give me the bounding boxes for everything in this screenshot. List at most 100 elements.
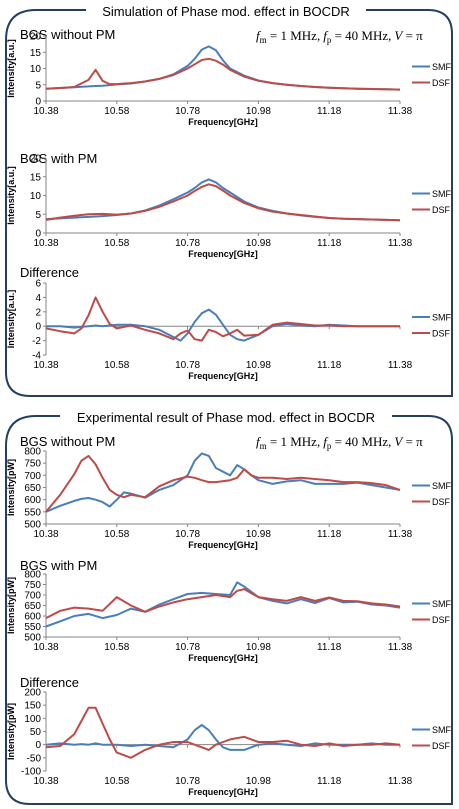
x-tick-label: 11.18 [317, 360, 342, 371]
x-tick-label: 10.58 [104, 642, 129, 653]
legend-label-dsf: DSF [432, 205, 451, 215]
y-tick-label: 200 [24, 688, 41, 699]
x-tick-label: 10.38 [33, 360, 58, 371]
x-tick-label: 10.98 [246, 238, 271, 249]
y-tick-label: 700 [24, 591, 41, 602]
y-tick-label: -100 [21, 767, 41, 778]
simulation-panel-frame [5, 9, 453, 397]
simulation-panel-title: Simulation of Phase mod. effect in BOCDR [102, 4, 350, 19]
y-tick-label: 0 [35, 229, 41, 240]
y-tick-label: -50 [27, 753, 42, 764]
x-tick-label: 11.38 [388, 776, 413, 787]
y-tick-label: 5 [35, 80, 41, 91]
x-tick-label: 11.18 [317, 776, 342, 787]
series-line-dsf [45, 183, 401, 222]
y-tick-label: 6 [35, 279, 41, 290]
x-tick-label: 11.18 [317, 642, 342, 653]
legend-label-smf: SMF [432, 725, 452, 735]
legend-label-smf: SMF [432, 481, 452, 491]
y-tick-label: 20 [30, 154, 42, 165]
x-tick-label: 10.78 [175, 106, 200, 117]
x-axis-label: Frequency[GHz] [188, 249, 258, 259]
x-tick-label: 11.38 [388, 106, 413, 117]
y-tick-label: 5 [35, 210, 41, 221]
legend-label-dsf: DSF [432, 615, 451, 625]
y-tick-label: 700 [24, 471, 41, 482]
series-line-smf [45, 581, 401, 628]
y-tick-label: 600 [24, 612, 41, 623]
y-axis-label: Intensity[a.u.] [6, 290, 16, 349]
y-tick-label: 800 [24, 447, 41, 458]
y-axis-label: Intensity[pW] [6, 459, 16, 516]
y-tick-label: 600 [24, 495, 41, 506]
legend-label-dsf: DSF [432, 497, 451, 507]
y-tick-label: 100 [24, 714, 41, 725]
legend-label-smf: SMF [432, 599, 452, 609]
x-tick-label: 10.38 [33, 776, 58, 787]
x-tick-label: 10.38 [33, 238, 58, 249]
x-tick-label: 10.58 [104, 529, 129, 540]
y-tick-label: 10 [30, 191, 42, 202]
chart-0: BGS without PM 0 5 10 15 20 10.38 10.58 10.78 10.… [6, 27, 452, 127]
y-tick-label: 550 [24, 622, 41, 633]
y-tick-label: 4 [35, 293, 41, 304]
x-tick-label: 10.98 [246, 106, 271, 117]
x-tick-label: 10.98 [246, 642, 271, 653]
experimental-panel-frame [5, 415, 453, 805]
x-tick-label: 10.78 [175, 642, 200, 653]
x-axis-label: Frequency[GHz] [188, 371, 258, 381]
x-tick-label: 11.18 [317, 529, 342, 540]
y-tick-label: 550 [24, 507, 41, 518]
y-axis-label: Intensity[a.u.] [6, 166, 16, 225]
chart-title: BGS without PM [20, 434, 115, 449]
x-tick-label: 11.38 [388, 360, 413, 371]
y-tick-label: -2 [32, 336, 41, 347]
y-tick-label: 750 [24, 580, 41, 591]
y-tick-label: 0 [35, 740, 41, 751]
experimental-panel-title: Experimental result of Phase mod. effect… [77, 410, 375, 425]
chart-title: BGS with PM [20, 151, 97, 166]
simulation-title-mask [86, 4, 366, 18]
x-tick-label: 10.78 [175, 360, 200, 371]
y-tick-label: 500 [24, 520, 41, 531]
legend-label-smf: SMF [432, 62, 452, 72]
x-tick-label: 10.58 [104, 106, 129, 117]
legend-label-dsf: DSF [432, 78, 451, 88]
x-tick-label: 11.38 [388, 238, 413, 249]
series-line-dsf [45, 296, 400, 342]
chart-title: BGS without PM [20, 27, 115, 42]
x-tick-label: 11.18 [317, 106, 342, 117]
y-tick-label: 15 [30, 172, 42, 183]
y-tick-label: 20 [30, 32, 42, 43]
x-tick-label: 10.78 [175, 238, 200, 249]
y-axis-label: Intensity[a.u.] [6, 39, 16, 98]
y-axis-label: Intensity[pW] [6, 703, 16, 760]
chart-title: Difference [20, 265, 79, 280]
x-axis-label: Frequency[GHz] [188, 787, 258, 797]
y-tick-label: 0 [35, 97, 41, 108]
y-tick-label: 10 [30, 64, 42, 75]
y-tick-label: -4 [32, 351, 41, 362]
x-tick-label: 10.58 [104, 776, 129, 787]
legend-label-smf: SMF [432, 313, 452, 323]
y-tick-label: 800 [24, 570, 41, 581]
y-tick-label: 650 [24, 601, 41, 612]
y-tick-label: 15 [30, 48, 42, 59]
x-tick-label: 11.38 [388, 642, 413, 653]
series-line-dsf [45, 454, 401, 513]
series-line-smf [45, 45, 401, 91]
y-tick-label: 650 [24, 483, 41, 494]
chart-2: Difference -4 -2 0 2 4 6 10.38 10.58 10.78 10.98 11… [6, 265, 452, 381]
x-tick-label: 10.58 [104, 360, 129, 371]
y-tick-label: 750 [24, 459, 41, 470]
x-tick-label: 10.38 [33, 529, 58, 540]
series-line-dsf [45, 588, 401, 619]
x-tick-label: 11.38 [388, 529, 413, 540]
y-tick-label: 500 [24, 633, 41, 644]
x-tick-label: 10.38 [33, 106, 58, 117]
x-tick-label: 10.98 [246, 529, 271, 540]
legend-label-dsf: DSF [432, 329, 451, 339]
x-tick-label: 10.78 [175, 529, 200, 540]
